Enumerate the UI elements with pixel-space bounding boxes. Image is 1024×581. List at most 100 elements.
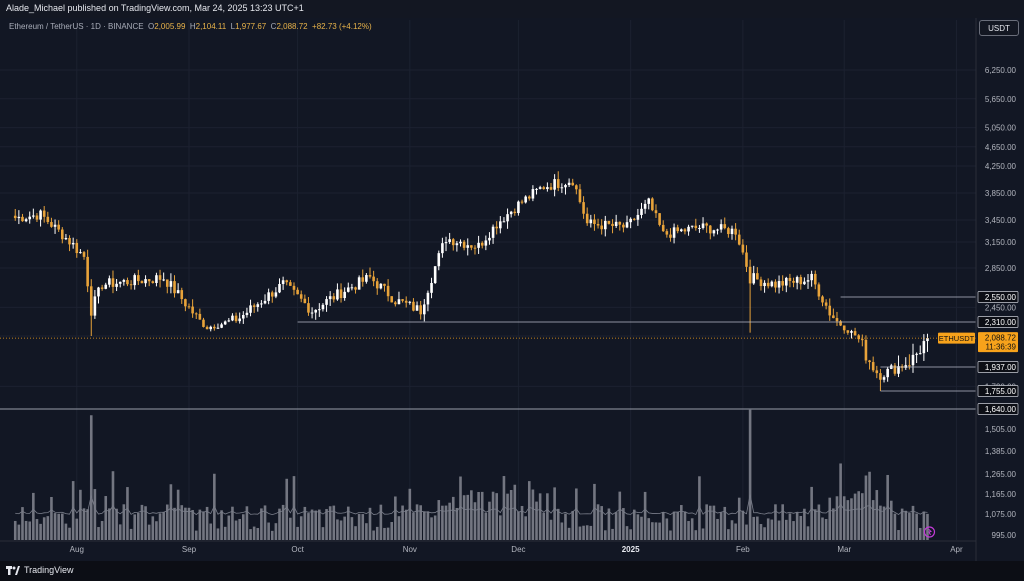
candle-body xyxy=(911,354,915,366)
volume-bar xyxy=(908,513,911,540)
volume-bar xyxy=(567,527,571,540)
candle-body xyxy=(694,225,698,229)
volume-bar xyxy=(68,527,71,540)
open-value: 2,005.99 xyxy=(154,22,186,31)
candle-body xyxy=(444,242,448,244)
level-label-box xyxy=(977,291,1019,303)
candle-body xyxy=(462,241,466,248)
close-value: 2,088.72 xyxy=(276,22,308,31)
candle-body xyxy=(459,241,462,244)
candle-body xyxy=(567,182,571,186)
candle-body xyxy=(643,203,647,209)
time-tick-label: Sep xyxy=(182,545,197,554)
candle-body xyxy=(165,279,169,287)
candle-body xyxy=(480,242,484,246)
volume-bar xyxy=(850,498,853,540)
volume-bar xyxy=(281,504,285,540)
volume-bar xyxy=(346,506,350,540)
volume-tick-label: 1,505.00 xyxy=(985,425,1017,434)
volume-bar xyxy=(437,500,441,540)
volume-bar xyxy=(571,510,575,540)
price-tick-label: 5,050.00 xyxy=(985,124,1017,133)
volume-bar xyxy=(415,504,419,540)
price-tick-label: 3,450.00 xyxy=(985,216,1017,225)
volume-bar xyxy=(79,489,82,540)
volume-bar xyxy=(730,520,734,540)
volume-bar xyxy=(509,489,513,540)
level-label-box xyxy=(977,403,1019,415)
volume-bar xyxy=(303,506,307,540)
volume-bar xyxy=(260,508,263,540)
price-tick-label: 3,150.00 xyxy=(985,238,1017,247)
candle-body xyxy=(495,226,498,229)
volume-bar xyxy=(126,487,129,540)
candle-body xyxy=(270,292,274,297)
volume-bar xyxy=(694,530,698,540)
volume-bar xyxy=(339,520,343,540)
volume-bar xyxy=(289,517,292,540)
volume-bar xyxy=(299,516,303,540)
time-tick-label: Aug xyxy=(70,545,84,554)
candle-body xyxy=(636,214,640,220)
volume-bar xyxy=(488,501,491,540)
volume-bar xyxy=(368,507,372,540)
volume-bar xyxy=(137,512,140,540)
candle-body xyxy=(57,224,60,230)
volume-bar xyxy=(687,521,690,540)
volume-bar xyxy=(35,519,39,540)
volume-bar xyxy=(390,522,394,540)
volume-bar xyxy=(426,511,430,540)
tradingview-brand: TradingView xyxy=(24,565,74,575)
candle-body xyxy=(875,370,879,374)
candle-body xyxy=(698,227,701,229)
level-label: 2,310.00 xyxy=(985,318,1017,327)
volume-bar xyxy=(846,500,850,540)
candle-body xyxy=(21,216,24,222)
volume-bars xyxy=(13,409,929,540)
volume-bar xyxy=(256,528,260,540)
candle-body xyxy=(281,280,285,285)
volume-bar xyxy=(173,507,176,540)
countdown-label: 11:36:39 xyxy=(985,343,1016,352)
volume-bar xyxy=(86,509,89,540)
price-chart[interactable]: 6,250.00 5,650.00 5,050.00 4,650.00 4,250.00… xyxy=(0,0,1024,561)
candle-body xyxy=(680,229,683,232)
volume-bar xyxy=(39,523,42,540)
volume-bar xyxy=(531,489,535,540)
candle-body xyxy=(477,242,480,248)
candle-body xyxy=(173,281,176,294)
candle-body xyxy=(868,360,871,363)
time-axis[interactable]: Aug Sep Oct Nov Dec 2025 Feb Mar Apr xyxy=(0,540,976,554)
volume-bar xyxy=(596,504,600,540)
price-axis[interactable]: 6,250.00 5,650.00 5,050.00 4,650.00 4,250.00… xyxy=(938,18,1024,561)
volume-bar xyxy=(357,513,361,540)
volume-bar xyxy=(466,494,470,540)
currency-button[interactable]: USDT xyxy=(979,20,1019,36)
volume-bar xyxy=(618,491,622,540)
volume-bar xyxy=(752,516,756,540)
candle-body xyxy=(473,247,477,249)
volume-bar xyxy=(397,516,401,540)
tradingview-logo[interactable]: TradingView xyxy=(6,565,74,575)
volume-bar xyxy=(162,512,165,540)
candle-body xyxy=(607,220,611,224)
candle-body xyxy=(785,277,788,286)
candle-body xyxy=(169,281,173,287)
volume-bar xyxy=(28,521,32,540)
current-price-label: 2,088.72 xyxy=(985,334,1017,343)
volume-bar xyxy=(394,496,397,540)
candle-body xyxy=(766,282,770,287)
level-label: 1,755.00 xyxy=(985,387,1017,396)
volume-bar xyxy=(625,526,629,540)
candle-body xyxy=(897,366,900,374)
volume-bar xyxy=(636,514,640,540)
symbol-legend: Ethereum / TetherUS · 1D · BINANCE O2,00… xyxy=(9,22,372,31)
candle-body xyxy=(893,365,897,374)
candle-body xyxy=(915,353,918,355)
candle-body xyxy=(339,289,343,299)
candle-body xyxy=(50,221,53,227)
volume-bar xyxy=(404,509,408,540)
volume-bar xyxy=(578,526,582,540)
candle-body xyxy=(401,299,404,301)
candle-body xyxy=(918,353,922,355)
